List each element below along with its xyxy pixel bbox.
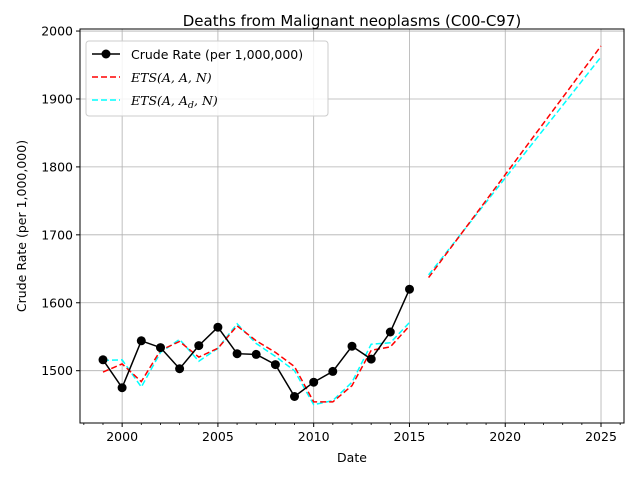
- x-tick-label: 2010: [298, 429, 330, 444]
- data-point-crude-rate: [117, 383, 127, 393]
- data-point-crude-rate: [328, 366, 338, 376]
- legend-box: [85, 40, 329, 117]
- legend-label-ets-aadn: ETS(A, Ad, N): [130, 93, 218, 111]
- data-point-crude-rate: [290, 392, 299, 401]
- data-point-crude-rate: [347, 341, 357, 351]
- x-tick-label: 2000: [106, 429, 138, 444]
- data-point-crude-rate: [194, 341, 204, 351]
- data-point-crude-rate: [385, 327, 395, 337]
- data-point-crude-rate: [156, 343, 165, 353]
- legend-label-ets-aan: ETS(A, A, N): [130, 70, 212, 85]
- y-tick-label: 1800: [41, 159, 73, 174]
- x-axis-label: Date: [337, 450, 367, 465]
- data-point-crude-rate: [232, 349, 242, 359]
- data-point-crude-rate: [98, 355, 108, 365]
- y-tick-label: 2000: [41, 24, 73, 39]
- y-tick-label: 1900: [41, 91, 73, 106]
- y-tick-label: 1600: [41, 295, 73, 310]
- legend-label-crude-rate: Crude Rate (per 1,000,000): [131, 47, 303, 62]
- data-point-crude-rate: [270, 360, 280, 370]
- data-point-crude-rate: [309, 377, 319, 387]
- y-tick-label: 1700: [41, 227, 73, 242]
- data-point-crude-rate: [366, 354, 376, 364]
- axis-ticks: 2000 2005 2010 2015 2020 2025 1500 1600 1700 1800…: [41, 24, 621, 444]
- data-point-crude-rate: [213, 322, 223, 332]
- y-axis-label: Crude Rate (per 1,000,000): [14, 140, 29, 312]
- x-tick-label: 2005: [202, 429, 234, 444]
- data-point-crude-rate: [136, 336, 146, 346]
- x-tick-label: 2015: [394, 429, 426, 444]
- data-point-crude-rate: [251, 349, 261, 359]
- chart-title: Deaths from Malignant neoplasms (C00-C97…: [183, 12, 522, 30]
- data-point-crude-rate: [175, 364, 185, 374]
- series-layer: [98, 45, 602, 406]
- y-tick-label: 1500: [41, 363, 73, 378]
- legend: Crude Rate (per 1,000,000) ETS(A, A, N) …: [85, 40, 329, 117]
- series-ets-aadn-line: [102, 321, 411, 406]
- legend-marker-crude-rate: [101, 49, 111, 59]
- x-tick-label: 2020: [489, 429, 521, 444]
- x-tick-label: 2025: [585, 429, 617, 444]
- data-point-crude-rate: [405, 284, 414, 294]
- series-ets-aan-line: [427, 45, 602, 279]
